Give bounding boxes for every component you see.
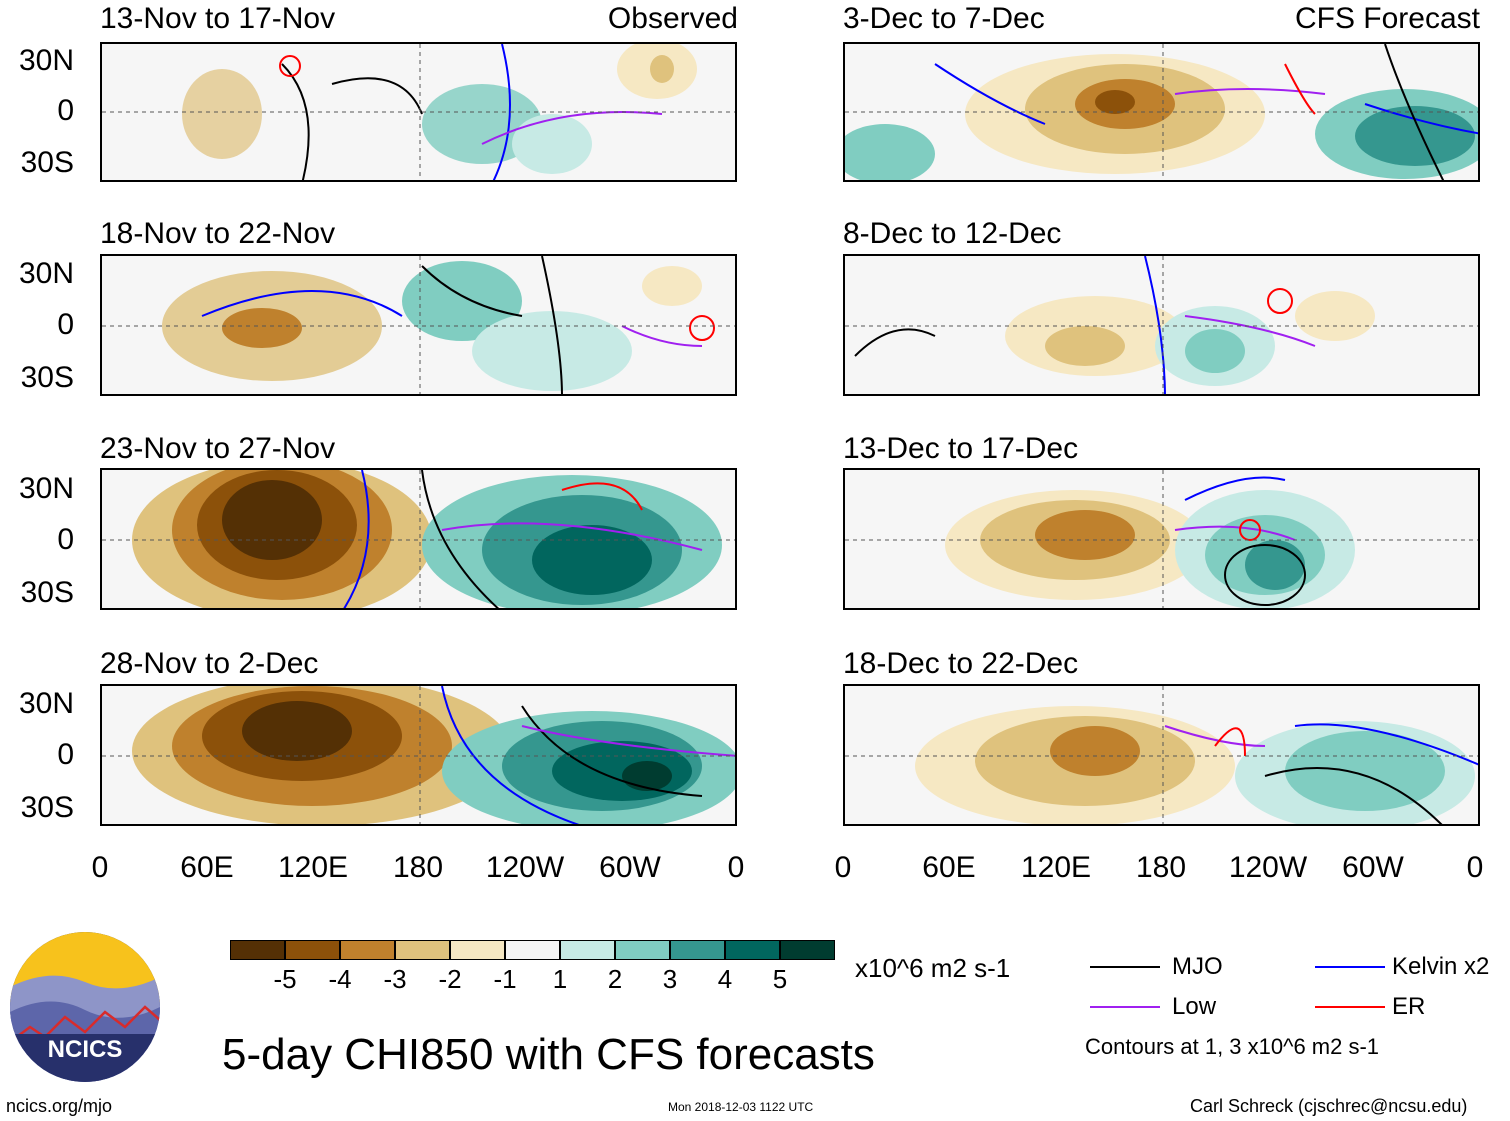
colorbar-segment — [670, 940, 725, 960]
lat-label-eq: 0 — [57, 94, 74, 127]
panel-title-obs-1: 13-Nov to 17-Nov — [100, 2, 336, 35]
legend-label-kelvin: Kelvin x2 — [1392, 953, 1490, 980]
lat-label-eq: 0 — [57, 523, 74, 556]
legend-label-er: ER — [1392, 993, 1426, 1020]
lon-label-60w: 60W — [599, 851, 661, 884]
map-obs-2-graphics — [102, 256, 735, 394]
map-fc-1 — [843, 42, 1480, 182]
lat-label-30n: 30N — [18, 257, 74, 290]
colorbar-segment — [560, 940, 615, 960]
lon-label-180: 180 — [1135, 851, 1187, 884]
map-obs-4-graphics — [102, 686, 735, 824]
colorbar-segment — [395, 940, 450, 960]
colorbar-tick-label: -5 — [273, 964, 297, 994]
legend-line-mjo — [1090, 966, 1160, 968]
legend-line-low — [1090, 1006, 1160, 1008]
lon-label-120e: 120E — [277, 851, 349, 884]
map-fc-3 — [843, 468, 1480, 610]
author-credit: Carl Schreck (cjschrec@ncsu.edu) — [1190, 1096, 1468, 1116]
map-obs-1-graphics — [102, 44, 735, 180]
lon-label-0: 0 — [834, 851, 852, 884]
timestamp: Mon 2018-12-03 1122 UTC — [668, 1100, 814, 1114]
map-obs-2 — [100, 254, 737, 396]
observed-header: Observed — [607, 2, 738, 35]
lon-label-0-end: 0 — [727, 851, 745, 884]
legend-line-kelvin — [1315, 966, 1385, 968]
lat-label-30n: 30N — [18, 472, 74, 505]
colorbar-tick-label: 4 — [717, 964, 733, 994]
legend-label-low: Low — [1172, 993, 1217, 1020]
lat-label-30s: 30S — [20, 361, 74, 394]
map-obs-3 — [100, 468, 737, 610]
lat-label-30s: 30S — [20, 791, 74, 824]
colorbar-segment — [615, 940, 670, 960]
colorbar-segment — [340, 940, 395, 960]
map-fc-4-graphics — [845, 686, 1478, 824]
panel-title-obs-4: 28-Nov to 2-Dec — [100, 647, 319, 680]
lon-label-180: 180 — [392, 851, 444, 884]
colorbar-tick-label: -3 — [383, 964, 407, 994]
lon-label-120e: 120E — [1020, 851, 1092, 884]
panel-title-obs-3: 23-Nov to 27-Nov — [100, 432, 336, 465]
legend-line-er — [1315, 1006, 1385, 1008]
colorbar-tick-label: 5 — [772, 964, 788, 994]
contour-note: Contours at 1, 3 x10^6 m2 s-1 — [1085, 1034, 1380, 1059]
lat-label-30n: 30N — [18, 44, 74, 77]
lat-label-eq: 0 — [57, 738, 74, 771]
panel-title-fc-1: 3-Dec to 7-Dec — [843, 2, 1045, 35]
colorbar-tick-label: 2 — [607, 964, 623, 994]
panel-title-fc-4: 18-Dec to 22-Dec — [843, 647, 1079, 680]
lon-label-0: 0 — [91, 851, 109, 884]
lon-label-120w: 120W — [1228, 851, 1308, 884]
colorbar-segment — [450, 940, 505, 960]
website-link[interactable]: ncics.org/mjo — [6, 1096, 113, 1116]
map-fc-1-graphics — [845, 44, 1478, 180]
colorbar-tick-label: -2 — [438, 964, 462, 994]
map-obs-3-graphics — [102, 470, 735, 608]
lon-label-60e: 60E — [180, 851, 234, 884]
colorbar-units: x10^6 m2 s-1 — [855, 953, 1011, 983]
colorbar-tick-label: 3 — [662, 964, 678, 994]
panel-title-fc-2: 8-Dec to 12-Dec — [843, 217, 1062, 250]
colorbar-segment — [725, 940, 780, 960]
map-fc-2 — [843, 254, 1480, 396]
legend-label-mjo: MJO — [1172, 953, 1223, 980]
lat-label-30s: 30S — [20, 576, 74, 609]
logo-text: NCICS — [47, 1036, 123, 1063]
colorbar-segment — [505, 940, 560, 960]
map-fc-2-graphics — [845, 256, 1478, 394]
panel-title-fc-3: 13-Dec to 17-Dec — [843, 432, 1079, 465]
map-fc-4 — [843, 684, 1480, 826]
panel-title-obs-2: 18-Nov to 22-Nov — [100, 217, 336, 250]
map-fc-3-graphics — [845, 470, 1478, 608]
lat-label-30n: 30N — [18, 687, 74, 720]
forecast-header: CFS Forecast — [1294, 2, 1480, 35]
colorbar-tick-label: -4 — [328, 964, 352, 994]
lon-label-60w: 60W — [1342, 851, 1404, 884]
lat-label-30s: 30S — [20, 146, 74, 179]
map-obs-1 — [100, 42, 737, 182]
colorbar-segment — [780, 940, 835, 960]
ncics-logo: NCICS — [10, 932, 160, 1082]
colorbar-tick-label: 1 — [552, 964, 568, 994]
map-obs-4 — [100, 684, 737, 826]
lat-label-eq: 0 — [57, 308, 74, 341]
lon-label-60e: 60E — [922, 851, 976, 884]
main-title: 5-day CHI850 with CFS forecasts — [222, 1030, 875, 1079]
colorbar-tick-label: -1 — [493, 964, 517, 994]
lon-label-120w: 120W — [485, 851, 565, 884]
colorbar-segment — [285, 940, 340, 960]
colorbar-segment — [230, 940, 285, 960]
lon-label-0-end: 0 — [1466, 851, 1484, 884]
